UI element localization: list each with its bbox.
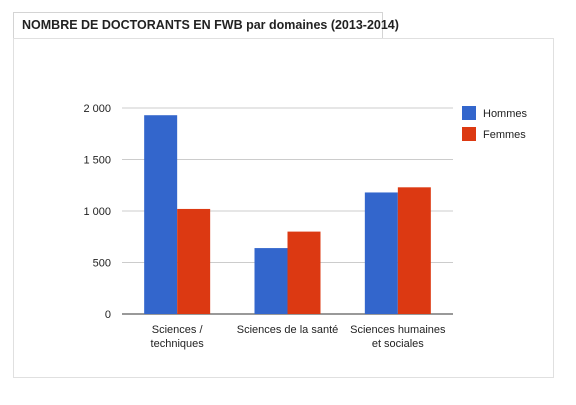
- legend-label-femmes: Femmes: [483, 129, 526, 141]
- x-category-label: techniques: [151, 338, 205, 350]
- x-category-label: Sciences humaines: [350, 324, 446, 336]
- y-tick-label: 2 000: [83, 103, 111, 115]
- bar-hommes-0: [144, 115, 178, 315]
- chart-panel: 0 500 1 000 1 500 2 000 Sciences / techniques S…: [13, 38, 554, 378]
- bar-femmes-1: [287, 231, 321, 314]
- x-category-label: Sciences de la santé: [237, 324, 339, 336]
- y-tick-label: 1 000: [83, 206, 111, 218]
- y-tick-label: 500: [93, 258, 111, 270]
- bar-hommes-1: [254, 248, 288, 314]
- bar-femmes-0: [177, 208, 211, 314]
- bar-hommes-2: [364, 192, 398, 314]
- chart-title-tab: NOMBRE DE DOCTORANTS EN FWB par domaines…: [13, 12, 399, 38]
- x-category-label: Sciences /: [152, 324, 204, 336]
- y-tick-label: 0: [105, 309, 111, 321]
- bar-chart: 0 500 1 000 1 500 2 000 Sciences / techniques S…: [83, 103, 528, 350]
- legend-swatch-hommes: [462, 106, 476, 120]
- y-tick-label: 1 500: [83, 155, 111, 167]
- legend-swatch-femmes: [462, 127, 476, 141]
- x-category-label: et sociales: [372, 338, 424, 350]
- chart-title: NOMBRE DE DOCTORANTS EN FWB par domaines…: [22, 18, 399, 32]
- bar-femmes-2: [397, 187, 431, 314]
- legend-label-hommes: Hommes: [483, 108, 528, 120]
